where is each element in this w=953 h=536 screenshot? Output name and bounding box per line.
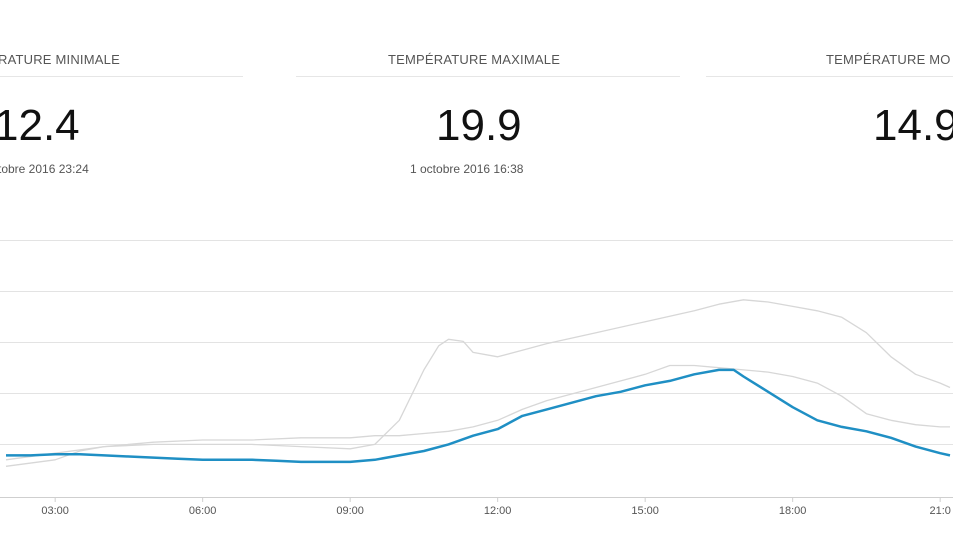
stat-min-value: 12.4 bbox=[0, 101, 80, 150]
series-line-upper bbox=[5, 299, 951, 461]
stat-max-label: TEMPÉRATURE MAXIMALE bbox=[388, 52, 561, 67]
x-axis-ticks: 03:00 06:00 09:00 12:00 15:00 18:00 21:0 bbox=[41, 497, 951, 517]
chart-series bbox=[5, 299, 951, 467]
x-tick-label: 09:00 bbox=[336, 505, 364, 517]
x-tick-label: 18:00 bbox=[779, 505, 807, 517]
stat-max-date: 1 octobre 2016 16:38 bbox=[410, 162, 524, 176]
x-tick-label: 12:00 bbox=[484, 505, 512, 517]
stat-max-divider bbox=[296, 76, 680, 77]
stat-avg-label: TEMPÉRATURE MO bbox=[826, 52, 951, 67]
temperature-chart: 03:00 06:00 09:00 12:00 15:00 18:00 21:0 bbox=[0, 240, 953, 517]
series-line-main bbox=[6, 368, 951, 464]
stat-min-divider bbox=[0, 76, 243, 77]
series-line-lower bbox=[5, 364, 950, 467]
stat-avg-value: 14.9 bbox=[873, 101, 953, 150]
stat-avg-divider bbox=[706, 76, 953, 77]
x-tick-label: 21:0 bbox=[929, 505, 950, 517]
x-tick-label: 03:00 bbox=[41, 505, 69, 517]
stat-min-label: RATURE MINIMALE bbox=[0, 52, 120, 67]
x-tick-label: 15:00 bbox=[631, 505, 659, 517]
stat-max-value: 19.9 bbox=[436, 101, 522, 150]
chart-grid bbox=[0, 240, 953, 498]
stat-min-date: tobre 2016 23:24 bbox=[0, 162, 89, 176]
x-tick-label: 06:00 bbox=[189, 505, 217, 517]
